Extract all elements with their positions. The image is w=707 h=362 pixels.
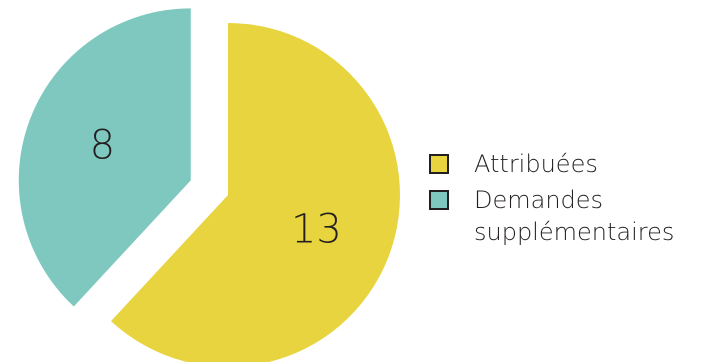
legend-swatch-2 xyxy=(429,190,449,210)
legend-item-2: Demandes supplémentaires xyxy=(429,186,674,246)
legend: Attribuées Demandes supplémentaires xyxy=(429,150,674,246)
slice-value-label-2: 8 xyxy=(90,123,115,169)
legend-label-2: Demandes supplémentaires xyxy=(474,186,674,246)
slice-value-label-1: 13 xyxy=(291,207,342,253)
pie-slice-2 xyxy=(18,8,191,307)
legend-item-1: Attribuées xyxy=(429,150,598,178)
pie-slice-1 xyxy=(111,23,400,362)
pie-slices xyxy=(18,8,400,362)
legend-swatch-1 xyxy=(429,154,449,174)
slice-labels: 13 8 xyxy=(90,123,342,253)
legend-label-1: Attribuées xyxy=(474,150,598,178)
